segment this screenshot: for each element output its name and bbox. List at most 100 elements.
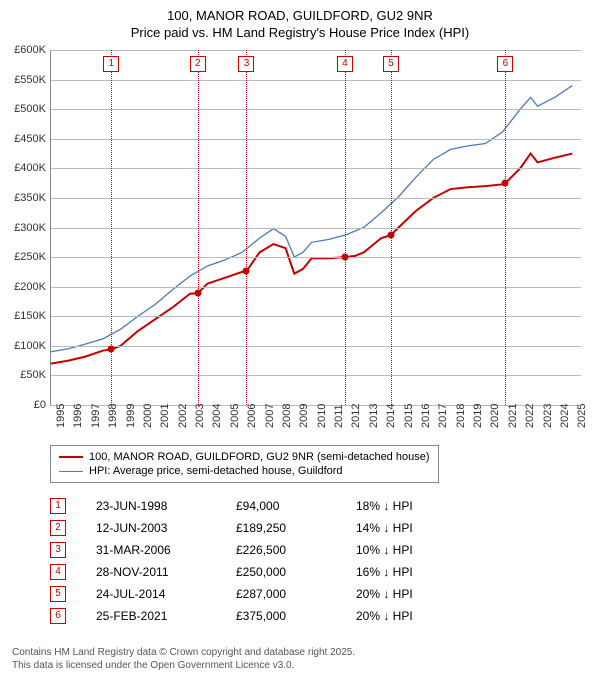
sale-row-number: 5 bbox=[50, 586, 66, 602]
x-axis-label: 2024 bbox=[559, 398, 571, 428]
sale-row-number: 4 bbox=[50, 564, 66, 580]
gridline bbox=[51, 346, 581, 347]
x-axis-label: 2003 bbox=[194, 398, 206, 428]
x-axis-label: 2023 bbox=[542, 398, 554, 428]
sale-row-pct: 20% ↓ HPI bbox=[356, 609, 446, 623]
sale-row-number: 3 bbox=[50, 542, 66, 558]
sale-row-pct: 16% ↓ HPI bbox=[356, 565, 446, 579]
sale-row-date: 31-MAR-2006 bbox=[96, 543, 206, 557]
x-axis-label: 2012 bbox=[350, 398, 362, 428]
x-axis-label: 2009 bbox=[298, 398, 310, 428]
sale-marker-line bbox=[246, 50, 247, 405]
sale-marker-line bbox=[198, 50, 199, 405]
gridline bbox=[51, 139, 581, 140]
sale-row: 2 12-JUN-2003 £189,250 14% ↓ HPI bbox=[50, 517, 446, 539]
legend-label-hpi: HPI: Average price, semi-detached house,… bbox=[89, 465, 343, 477]
price-line bbox=[51, 154, 572, 364]
gridline bbox=[51, 50, 581, 51]
sale-row-price: £189,250 bbox=[236, 521, 326, 535]
sale-row-date: 12-JUN-2003 bbox=[96, 521, 206, 535]
title-line-2: Price paid vs. HM Land Registry's House … bbox=[131, 25, 469, 40]
gridline bbox=[51, 228, 581, 229]
y-axis-label: £200K bbox=[0, 281, 46, 293]
sale-marker-number: 1 bbox=[103, 56, 119, 72]
x-axis-label: 1996 bbox=[72, 398, 84, 428]
x-axis-label: 1999 bbox=[125, 398, 137, 428]
x-axis-label: 2000 bbox=[142, 398, 154, 428]
y-axis-label: £350K bbox=[0, 192, 46, 204]
sale-marker-number: 6 bbox=[497, 56, 513, 72]
sale-point bbox=[194, 290, 201, 297]
legend-item-price: 100, MANOR ROAD, GUILDFORD, GU2 9NR (sem… bbox=[59, 450, 430, 464]
sale-row-date: 28-NOV-2011 bbox=[96, 565, 206, 579]
footer-line-2: This data is licensed under the Open Gov… bbox=[12, 660, 294, 671]
x-axis-label: 2021 bbox=[507, 398, 519, 428]
x-axis-label: 2008 bbox=[281, 398, 293, 428]
y-axis-label: £600K bbox=[0, 44, 46, 56]
sale-marker-number: 3 bbox=[238, 56, 254, 72]
sale-row-pct: 14% ↓ HPI bbox=[356, 521, 446, 535]
x-axis-label: 2013 bbox=[368, 398, 380, 428]
x-axis-label: 2002 bbox=[177, 398, 189, 428]
gridline bbox=[51, 257, 581, 258]
y-axis-label: £250K bbox=[0, 251, 46, 263]
sale-row-pct: 18% ↓ HPI bbox=[356, 499, 446, 513]
sale-point bbox=[108, 346, 115, 353]
title-line-1: 100, MANOR ROAD, GUILDFORD, GU2 9NR bbox=[167, 8, 433, 23]
x-axis-label: 2011 bbox=[333, 398, 345, 428]
sales-table: 123-JUN-1998£94,00018% ↓ HPI212-JUN-2003… bbox=[50, 495, 446, 627]
sale-row-price: £94,000 bbox=[236, 499, 326, 513]
x-axis-label: 2015 bbox=[403, 398, 415, 428]
x-axis-label: 2010 bbox=[316, 398, 328, 428]
sale-row: 6 25-FEB-2021 £375,000 20% ↓ HPI bbox=[50, 605, 446, 627]
sale-point bbox=[243, 268, 250, 275]
legend-swatch-price bbox=[59, 456, 83, 458]
hpi-line bbox=[51, 86, 572, 352]
sale-row-price: £375,000 bbox=[236, 609, 326, 623]
sale-point bbox=[387, 232, 394, 239]
sale-row-date: 24-JUL-2014 bbox=[96, 587, 206, 601]
gridline bbox=[51, 287, 581, 288]
x-axis-label: 2016 bbox=[420, 398, 432, 428]
x-axis-label: 2006 bbox=[246, 398, 258, 428]
x-axis-label: 2017 bbox=[437, 398, 449, 428]
y-axis-label: £50K bbox=[0, 369, 46, 381]
x-axis-label: 1995 bbox=[55, 398, 67, 428]
x-axis-label: 2018 bbox=[455, 398, 467, 428]
sale-row: 3 31-MAR-2006 £226,500 10% ↓ HPI bbox=[50, 539, 446, 561]
sale-row-number: 2 bbox=[50, 520, 66, 536]
y-axis-label: £500K bbox=[0, 103, 46, 115]
gridline bbox=[51, 109, 581, 110]
x-axis-label: 2001 bbox=[159, 398, 171, 428]
sale-marker-number: 2 bbox=[190, 56, 206, 72]
plot-area: £0£50K£100K£150K£200K£250K£300K£350K£400… bbox=[50, 50, 581, 406]
sale-row-price: £250,000 bbox=[236, 565, 326, 579]
sale-marker-line bbox=[345, 50, 346, 405]
x-axis-label: 2025 bbox=[576, 398, 588, 428]
footer: Contains HM Land Registry data © Crown c… bbox=[12, 646, 355, 672]
x-axis-label: 1998 bbox=[107, 398, 119, 428]
y-axis-label: £150K bbox=[0, 310, 46, 322]
gridline bbox=[51, 316, 581, 317]
sale-row-date: 23-JUN-1998 bbox=[96, 499, 206, 513]
sale-row-pct: 10% ↓ HPI bbox=[356, 543, 446, 557]
sale-marker-number: 5 bbox=[383, 56, 399, 72]
sale-row-price: £226,500 bbox=[236, 543, 326, 557]
sale-row-pct: 20% ↓ HPI bbox=[356, 587, 446, 601]
sale-row-price: £287,000 bbox=[236, 587, 326, 601]
sale-row: 4 28-NOV-2011 £250,000 16% ↓ HPI bbox=[50, 561, 446, 583]
x-axis-label: 2022 bbox=[524, 398, 536, 428]
sale-row-number: 6 bbox=[50, 608, 66, 624]
sale-row: 123-JUN-1998£94,00018% ↓ HPI bbox=[50, 495, 446, 517]
gridline bbox=[51, 375, 581, 376]
legend-swatch-hpi bbox=[59, 471, 83, 472]
y-axis-label: £0 bbox=[0, 399, 46, 411]
y-axis-label: £450K bbox=[0, 133, 46, 145]
chart-container: 100, MANOR ROAD, GUILDFORD, GU2 9NR Pric… bbox=[0, 0, 600, 680]
legend: 100, MANOR ROAD, GUILDFORD, GU2 9NR (sem… bbox=[50, 445, 439, 483]
gridline bbox=[51, 168, 581, 169]
x-axis-label: 2020 bbox=[489, 398, 501, 428]
sale-row-date: 25-FEB-2021 bbox=[96, 609, 206, 623]
x-axis-label: 2004 bbox=[211, 398, 223, 428]
gridline bbox=[51, 80, 581, 81]
